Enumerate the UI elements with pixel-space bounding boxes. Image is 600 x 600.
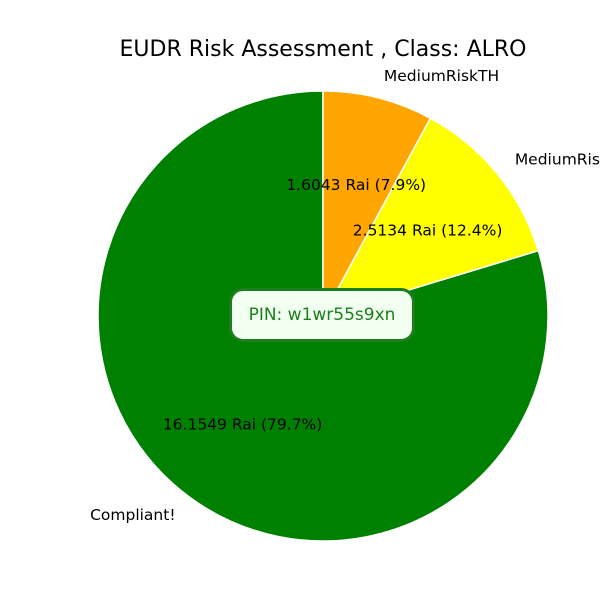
slice-value-label: 2.5134 Rai (12.4%): [353, 222, 503, 240]
chart-title: EUDR Risk Assessment , Class: ALRO: [120, 37, 527, 62]
slice-name-label: Compliant!: [90, 506, 175, 524]
slice-value-label: 1.6043 Rai (7.9%): [286, 176, 426, 194]
slice-name-label: MediumRiskTH: [384, 67, 499, 85]
pie-slice-mediumrisk: [321, 117, 540, 318]
pin-badge: PIN: w1wr55s9xn: [229, 288, 415, 342]
slice-name-label: MediumRisk: [515, 151, 600, 169]
pie-slice-mediumriskth: [322, 90, 432, 317]
slice-value-label: 16.1549 Rai (79.7%): [163, 415, 323, 433]
pin-label: PIN: w1wr55s9xn: [248, 305, 396, 325]
